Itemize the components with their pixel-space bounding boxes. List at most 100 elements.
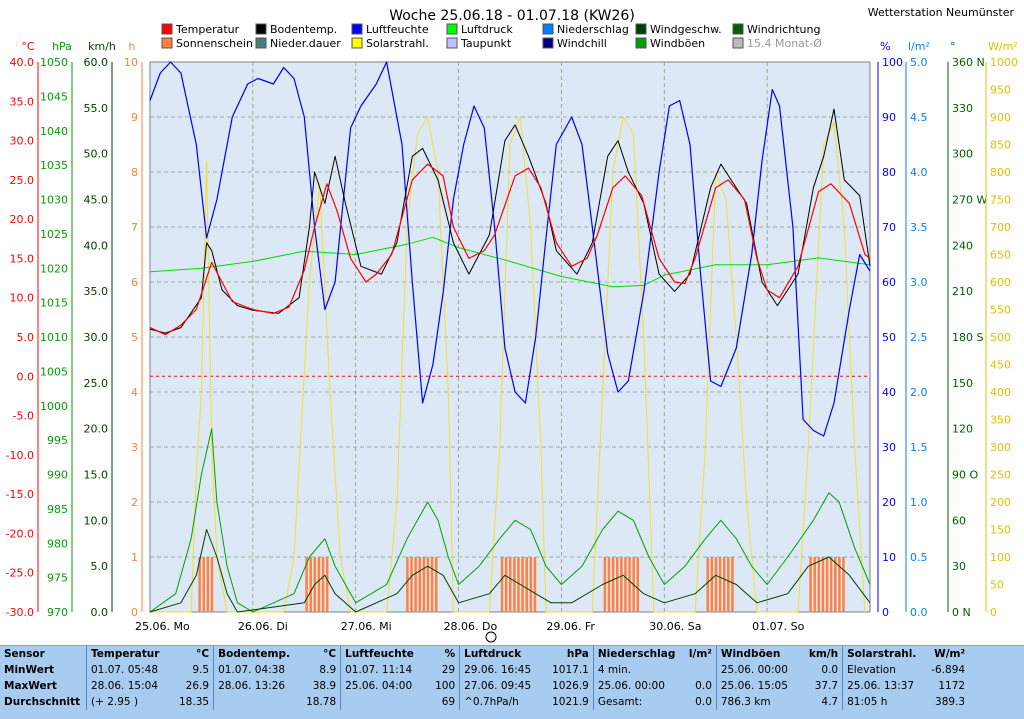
axis-tick-label: 0 xyxy=(990,606,997,619)
axis-tick-label: 1005 xyxy=(40,365,68,378)
axis-tick-label: 800 xyxy=(990,166,1011,179)
sunshine-bar xyxy=(513,557,516,612)
sunshine-bar xyxy=(533,557,537,612)
sunshine-bar xyxy=(838,557,841,612)
axis-tick-label: -15.0 xyxy=(6,488,34,501)
axis-tick-label: 1030 xyxy=(40,194,68,207)
sunshine-bar xyxy=(710,557,714,612)
axis-tick-label: 180 S xyxy=(952,331,983,344)
axis-unit-right: W/m² xyxy=(988,40,1018,53)
axis-tick-label: 35.0 xyxy=(10,95,35,108)
stats-row-min: MinWert 01.07. 05:48 9.5 01.07. 04:38 8.… xyxy=(0,662,969,678)
stats-cell: 01.07. 11:14 xyxy=(340,662,430,678)
statistics-table: Sensor Temperatur °C Bodentemp. °C Luftf… xyxy=(0,645,1024,719)
axis-tick-label: 3.0 xyxy=(910,276,928,289)
axis-tick-label: 90 xyxy=(882,111,896,124)
axis-tick-label: 40.0 xyxy=(10,56,35,69)
stats-row-label: MinWert xyxy=(4,664,55,676)
axis-tick-label: -5.0 xyxy=(13,410,34,423)
axis-tick-label: 30.0 xyxy=(84,331,109,344)
axis-unit-right: % xyxy=(880,40,890,53)
axis-tick-label: -10.0 xyxy=(6,449,34,462)
sunshine-bar xyxy=(517,557,520,612)
legend-swatch xyxy=(542,37,554,49)
sunshine-bar xyxy=(509,557,512,612)
legend-label: Solarstrahl. xyxy=(366,37,429,50)
station-name: Wetterstation Neumünster xyxy=(868,6,1015,19)
stats-header-humidity-unit: % xyxy=(444,648,456,660)
axis-tick-label: 600 xyxy=(990,276,1011,289)
stats-cell: 69 xyxy=(441,696,456,708)
axis-tick-label: 10 xyxy=(124,56,138,69)
axis-tick-label: 20 xyxy=(882,496,896,509)
axis-tick-label: 55.0 xyxy=(84,102,109,115)
axis-tick-label: 200 xyxy=(990,496,1011,509)
stats-cell: 100 xyxy=(435,680,456,692)
axis-unit-left: km/h xyxy=(88,40,116,53)
axis-tick-label: 250 xyxy=(990,469,1011,482)
stats-cell: 25.06. 00:00 xyxy=(715,662,805,678)
legend-swatch xyxy=(732,23,744,35)
legend-label: Temperatur xyxy=(175,23,240,36)
sunshine-bar xyxy=(842,557,845,612)
sunshine-bar xyxy=(500,557,504,612)
stats-cell: (+ 2.95 ) xyxy=(86,694,175,710)
axis-tick-label: 100 xyxy=(882,56,903,69)
stats-cell: -6.894 xyxy=(931,664,966,676)
axis-tick-label: 1035 xyxy=(40,159,68,172)
legend-swatch xyxy=(635,37,647,49)
stats-cell: 1021.9 xyxy=(552,696,589,708)
stats-cell: 37.7 xyxy=(814,680,839,692)
axis-tick-label: -30.0 xyxy=(6,606,34,619)
sunshine-bar xyxy=(636,557,640,612)
axis-tick-label: 210 xyxy=(952,285,973,298)
legend-label: Nieder.dauer xyxy=(270,37,341,50)
stats-cell xyxy=(213,694,303,710)
axis-tick-label: 5.0 xyxy=(17,331,35,344)
sunshine-bar xyxy=(325,557,329,612)
axis-tick-label: 350 xyxy=(990,414,1011,427)
axis-tick-label: 45.0 xyxy=(84,194,109,207)
temperature-line xyxy=(149,163,871,336)
axis-tick-label: 30 xyxy=(882,441,896,454)
stats-cell: 1017.1 xyxy=(552,664,589,676)
axis-tick-label: 500 xyxy=(990,331,1011,344)
axis-tick-label: 60 xyxy=(952,514,966,527)
axis-tick-label: 5.0 xyxy=(91,560,109,573)
axis-tick-label: 2.0 xyxy=(910,386,928,399)
axis-tick-label: 0.0 xyxy=(17,370,35,383)
axis-tick-label: 0 xyxy=(131,606,138,619)
stats-cell: 786.3 km xyxy=(715,694,805,710)
stats-cell: 4 min. xyxy=(592,662,682,678)
sunshine-bar xyxy=(504,557,508,612)
axis-tick-label: 30 xyxy=(952,560,966,573)
stats-header-soil-unit: °C xyxy=(323,648,337,660)
legend-label: Windböen xyxy=(650,37,705,50)
x-axis-label: 27.06. Mi xyxy=(341,620,392,633)
axis-tick-label: 50 xyxy=(990,579,1004,592)
axis-tick-label: 1050 xyxy=(40,56,68,69)
axis-tick-label: 100 xyxy=(990,551,1011,564)
axis-tick-label: 60.0 xyxy=(84,56,109,69)
axis-tick-label: 2 xyxy=(131,496,138,509)
axis-tick-label: 995 xyxy=(47,434,68,447)
legend-label: Taupunkt xyxy=(460,37,512,50)
axis-tick-label: 80 xyxy=(882,166,896,179)
legend-label: Windchill xyxy=(557,37,607,50)
axis-tick-label: 0.0 xyxy=(910,606,928,619)
stats-cell: 38.9 xyxy=(312,680,337,692)
sunshine-bar xyxy=(430,557,434,612)
legend-swatch xyxy=(255,23,267,35)
stats-header-temperature: Temperatur xyxy=(86,646,175,662)
sunshine-bar xyxy=(410,557,413,612)
sunshine-bar xyxy=(714,557,718,612)
stats-cell: ^0.7hPa/h xyxy=(459,694,549,710)
axis-tick-label: 300 xyxy=(952,148,973,161)
axis-tick-label: 1045 xyxy=(40,90,68,103)
axis-tick-label: 1015 xyxy=(40,297,68,310)
sunshine-bar xyxy=(628,557,631,612)
sunshine-bar xyxy=(525,557,528,612)
sunshine-bar xyxy=(210,557,214,612)
sunshine-bar xyxy=(825,557,829,612)
axis-tick-label: 25.0 xyxy=(10,174,35,187)
